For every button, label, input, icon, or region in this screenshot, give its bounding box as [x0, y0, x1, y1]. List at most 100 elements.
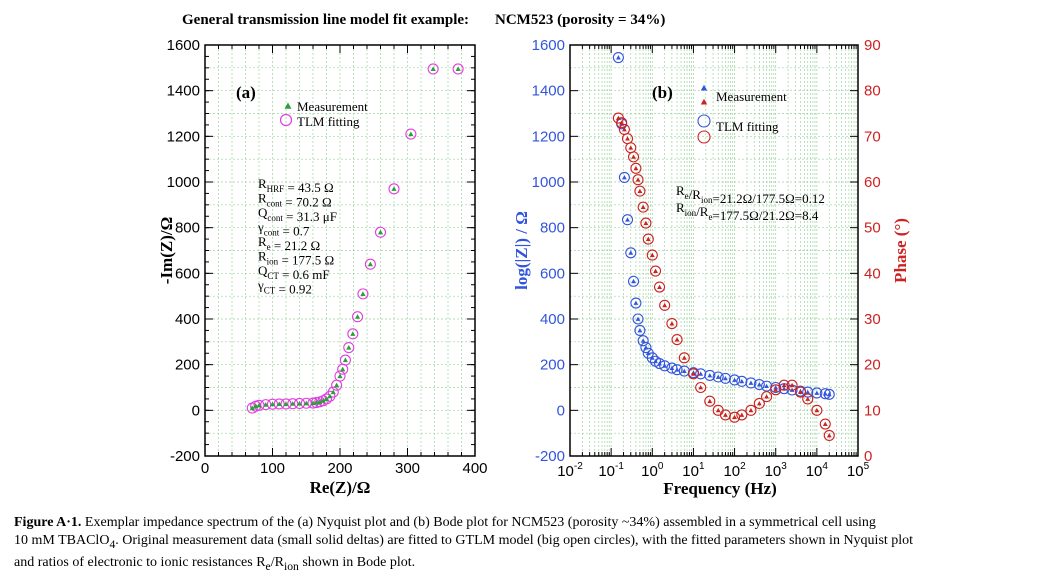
phase-measurement-point [698, 385, 704, 390]
impedance-measurement-point [814, 390, 820, 395]
measurement-point [391, 186, 397, 191]
phase-measurement-point [814, 407, 820, 413]
impedance-fit-point [695, 368, 707, 380]
impedance-fit-point [625, 247, 637, 259]
caption-line3-end: shown in Bode plot. [298, 554, 416, 570]
impedance-measurement-point [773, 385, 779, 390]
measurement-point [330, 389, 336, 395]
impedance-measurement-point [635, 316, 641, 321]
y-tick-label: 0 [192, 402, 200, 419]
measurement-point [283, 401, 289, 407]
phase-fit-point [659, 299, 671, 311]
y2-tick-label: 60 [864, 174, 881, 191]
fit-point [324, 390, 336, 402]
measurement-point [290, 401, 296, 406]
phase-fit-point [627, 151, 640, 163]
phase-measurement-point [798, 389, 803, 394]
y-tick-label: 200 [175, 357, 200, 374]
measurement-point [327, 393, 333, 399]
impedance-fit-point [745, 377, 757, 389]
impedance-measurement-point [625, 217, 630, 222]
x-axis-label: Re(Z)/Ω [310, 478, 371, 497]
x-tick-label: 10-2 [557, 461, 583, 480]
measurement-point [430, 66, 436, 72]
impedance-measurement-point [739, 378, 745, 384]
phase-fit-point [794, 386, 807, 398]
nyquist-plot: 0 100 200 300 400-20002004006008001000120014… [157, 37, 488, 497]
impedance-fit-point [712, 371, 724, 383]
impedance-fit-point [671, 364, 683, 376]
phase-fit-point [640, 217, 652, 229]
panel-label: (a) [236, 83, 256, 102]
fit-parameter: Re = 21.2 Ω [258, 234, 320, 253]
impedance-measurement-point [715, 374, 721, 379]
phase-measurement-point [653, 268, 658, 273]
phase-fit-point [753, 397, 765, 410]
y2-axis-label: Phase (°) [891, 218, 910, 283]
phase-fit-point [786, 379, 798, 391]
legend-fit-marker [279, 113, 293, 127]
phase-measurement-point [657, 284, 662, 289]
measurement-point [360, 291, 366, 296]
caption-label: Figure A·1. [14, 515, 82, 530]
measurement-point [320, 398, 326, 403]
x-tick-label: 105 [847, 461, 870, 480]
caption-line3: and ratios of electronic to ionic resist… [14, 554, 266, 570]
phase-fit-point [687, 368, 699, 380]
x-tick-label: 10-1 [598, 461, 624, 480]
phase-measurement-point [662, 302, 668, 308]
impedance-measurement-point [633, 300, 639, 305]
x-tick-label: 400 [462, 460, 487, 477]
phase-measurement-point [691, 371, 696, 376]
y-tick-label: 600 [175, 265, 200, 282]
impedance-fit-point [637, 335, 649, 347]
phase-measurement-point [805, 396, 811, 401]
fit-point [351, 311, 364, 323]
x-tick-label: 101 [682, 461, 705, 480]
figure-title-sample: NCM523 (porosity = 34%) [495, 12, 665, 28]
impedance-fit-point [704, 369, 716, 381]
fit-parameter: Rion = 177.5 Ω [258, 249, 334, 268]
impedance-fit-point [659, 360, 671, 372]
fit-point [343, 341, 355, 354]
caption-line3-sub1: e [265, 559, 271, 573]
phase-measurement-point [748, 407, 754, 413]
phase-measurement-point [781, 382, 787, 388]
fit-point [347, 328, 359, 340]
phase-measurement-point [631, 154, 636, 159]
phase-fit-point [649, 265, 662, 277]
phase-measurement-point [625, 136, 630, 141]
legend-measurement-marker [284, 102, 292, 109]
phase-fit-point [630, 162, 642, 174]
measurement-point [263, 402, 269, 407]
resistance-ratio: Rion/Re=177.5Ω/21.2Ω=8.4 [676, 200, 819, 223]
caption-line3-sub2: ion [283, 559, 299, 573]
y-tick-label: 800 [540, 220, 565, 237]
phase-measurement-point [773, 387, 779, 392]
y2-tick-label: 30 [864, 311, 881, 328]
impedance-fit-point [719, 372, 731, 384]
fit-parameter: γCT = 0.92 [257, 278, 312, 297]
y-tick-label: -200 [170, 448, 200, 465]
phase-measurement-point [723, 412, 728, 417]
y-tick-label: 1400 [167, 83, 200, 100]
caption-line2b: . Original measurement data (small solid… [115, 533, 914, 548]
y2-tick-label: 80 [864, 83, 881, 100]
y-tick-label: 1400 [532, 83, 565, 100]
fit-point [287, 398, 299, 410]
impedance-fit-point [736, 375, 748, 387]
measurement-point [276, 401, 282, 407]
phase-fit-point [704, 395, 716, 407]
impedance-measurement-point [732, 377, 737, 382]
measurement-point [337, 373, 343, 379]
fit-point [327, 386, 339, 398]
x-tick-label: 300 [395, 460, 420, 477]
phase-measurement-point [637, 188, 643, 194]
measurement-point [455, 66, 461, 72]
fit-parameter: RHRF = 43.5 Ω [258, 176, 334, 195]
legend-fit-label: TLM fitting [297, 114, 360, 129]
phase-fit-point [745, 404, 757, 416]
phase-measurement-point [669, 321, 675, 326]
impedance-fit-point [630, 297, 642, 309]
y2-tick-label: 20 [864, 357, 881, 374]
